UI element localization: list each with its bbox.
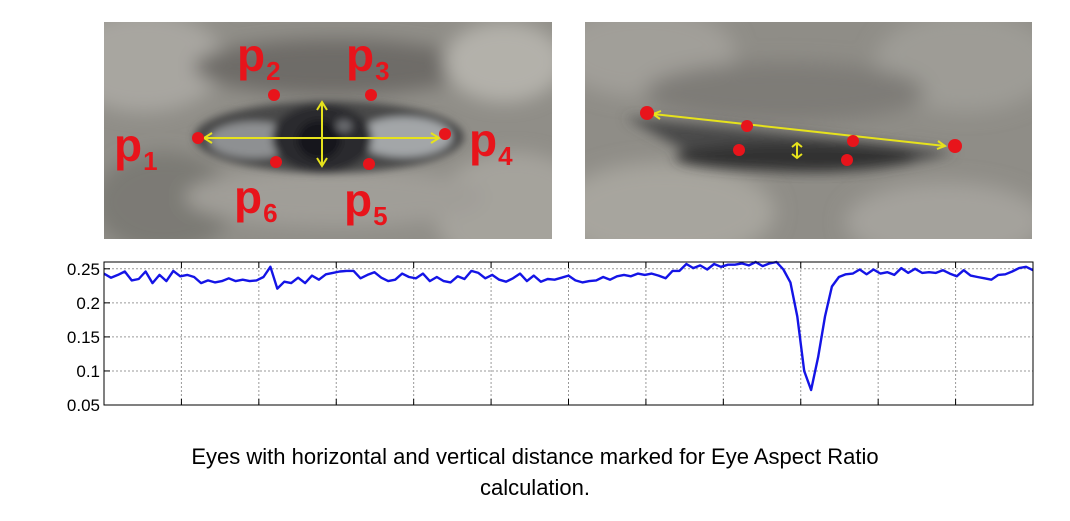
y-tick-label: 0.1 bbox=[76, 362, 100, 381]
measure-lines bbox=[650, 110, 948, 160]
skin-shading bbox=[104, 22, 552, 239]
y-tick-label: 0.15 bbox=[67, 328, 100, 347]
ear-chart-svg: 0.25 0.2 0.15 0.1 0.05 bbox=[67, 260, 1034, 415]
y-tick-label: 0.2 bbox=[76, 294, 100, 313]
chart-tick-labels: 0.25 0.2 0.15 0.1 0.05 bbox=[67, 260, 100, 415]
series-line-ear bbox=[103, 260, 1034, 392]
ear-line-chart: 0.25 0.2 0.15 0.1 0.05 bbox=[40, 258, 1040, 418]
landmark-points bbox=[640, 106, 962, 166]
landmark-label-p4: p4 bbox=[469, 114, 513, 172]
y-tick-label: 0.05 bbox=[67, 396, 100, 415]
closed-eye-image bbox=[585, 22, 1032, 239]
landmark-label-p2: p2 bbox=[237, 29, 281, 87]
closed-eye-illustration bbox=[585, 22, 1032, 239]
caption-line-1: Eyes with horizontal and vertical distan… bbox=[191, 444, 879, 469]
landmark-label-p3: p3 bbox=[346, 29, 390, 87]
open-eye-illustration bbox=[104, 22, 552, 239]
landmark-label-p1: p1 bbox=[114, 119, 158, 177]
open-eye-image: p1 p2 p3 p4 p5 p6 bbox=[104, 22, 552, 239]
chart-plot-frame bbox=[103, 261, 1034, 406]
chart-ticks bbox=[104, 262, 957, 406]
y-tick-label: 0.25 bbox=[67, 260, 100, 279]
landmark-label-p5: p5 bbox=[344, 174, 388, 232]
landmark-label-p6: p6 bbox=[234, 171, 278, 229]
caption-line-2: calculation. bbox=[479, 475, 591, 500]
chart-series bbox=[103, 260, 1034, 392]
landmark-points bbox=[192, 89, 451, 170]
chart-gridlines bbox=[104, 262, 1033, 406]
figure-caption: Eyes with horizontal and vertical distan… bbox=[0, 441, 1070, 503]
skin-shading bbox=[585, 22, 1032, 239]
